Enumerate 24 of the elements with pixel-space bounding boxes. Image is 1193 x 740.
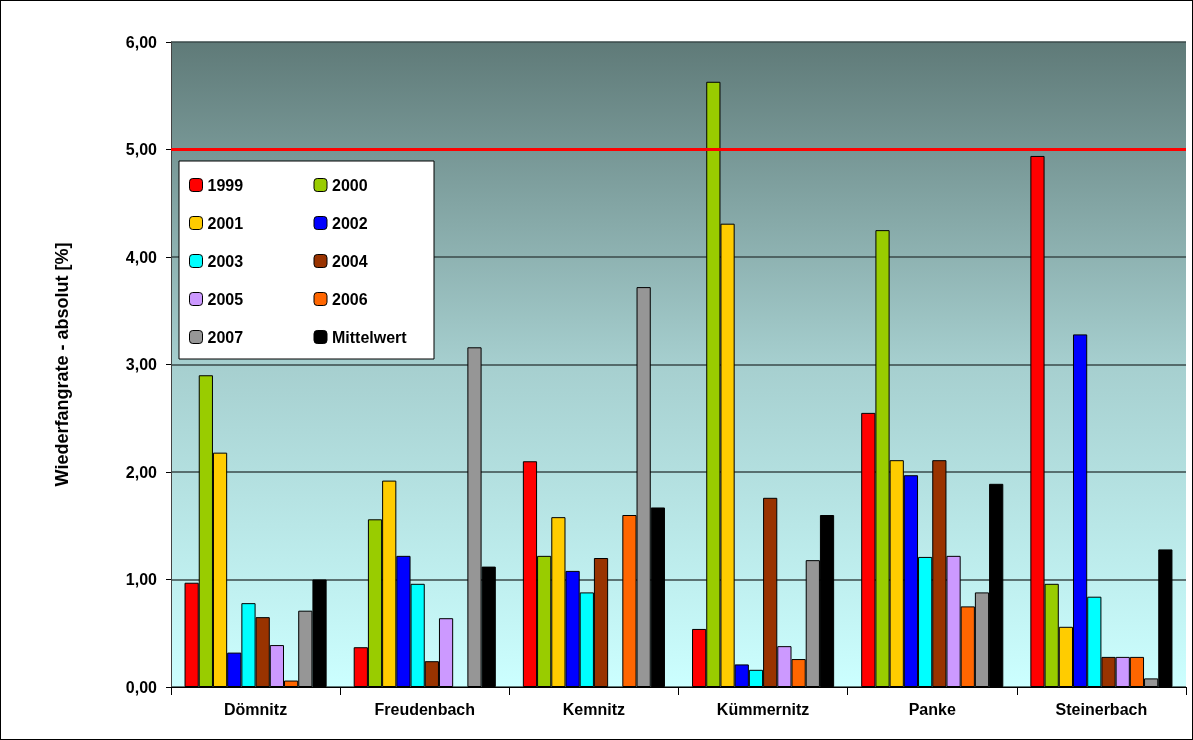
x-tick-label: Kemnitz (562, 700, 626, 718)
legend-label: 2002 (332, 214, 368, 232)
legend-label: Mittelwert (332, 328, 408, 346)
y-tick-label: 3,00 (125, 356, 158, 373)
legend-label: 2000 (332, 176, 368, 194)
legend-label: 2001 (207, 214, 244, 232)
legend-label: 2003 (207, 252, 244, 270)
legend-label: 1999 (207, 176, 244, 194)
x-tick-label: Dömnitz (224, 700, 288, 718)
legend-label: 2007 (207, 328, 244, 346)
legend-label: 2005 (207, 290, 244, 308)
x-tick-label: Steinerbach (1055, 700, 1148, 718)
y-tick-label: 1,00 (125, 571, 158, 588)
y-tick-label: 4,00 (125, 248, 158, 266)
y-tick-label: 6,00 (125, 33, 158, 51)
x-tick-label: Panke (908, 700, 956, 718)
y-axis-title: Wiederfangrate - absolut [%] (52, 242, 72, 487)
y-tick-label: 5,00 (125, 141, 158, 158)
legend-label: 2004 (332, 252, 368, 270)
legend-label: 2006 (332, 290, 368, 308)
x-tick-label: Freudenbach (374, 700, 475, 718)
y-tick-label: 0,00 (125, 678, 158, 696)
y-tick-label: 2,00 (125, 463, 158, 481)
x-tick-label: Kümmernitz (716, 700, 810, 718)
